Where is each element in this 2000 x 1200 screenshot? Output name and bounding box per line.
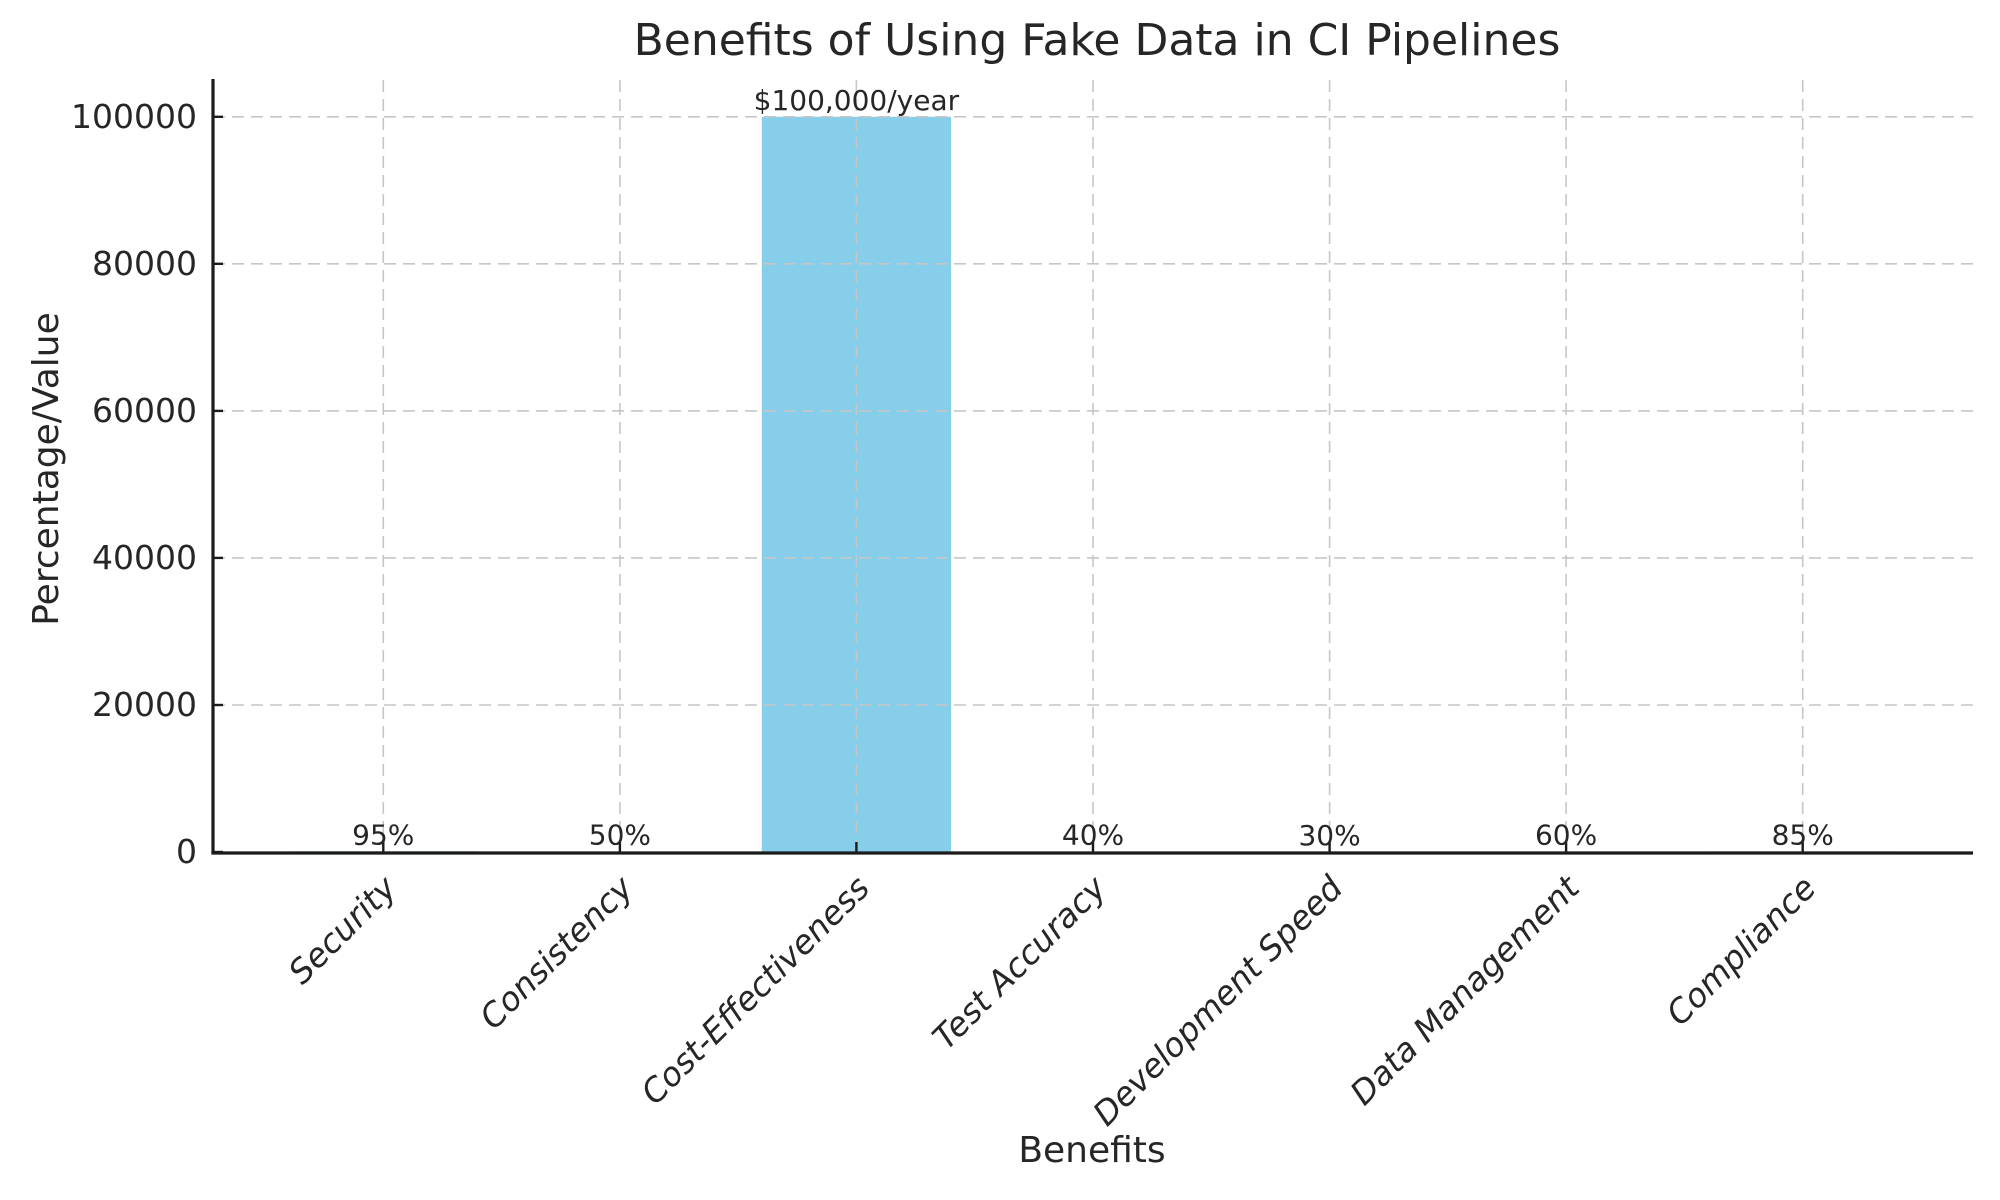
- x-tick-label-test-accuracy: Test Accuracy: [925, 868, 1114, 1057]
- x-tick-label-cost-effectiveness: Cost-Effectiveness: [633, 868, 877, 1112]
- x-tick-label-security: Security: [281, 868, 405, 992]
- y-tick-label-80000: 80000: [92, 244, 197, 283]
- y-axis-label: Percentage/Value: [26, 312, 67, 626]
- bar-value-label-cost-effectiveness: $100,000/year: [754, 84, 960, 117]
- bar-value-label-compliance: 85%: [1772, 818, 1834, 851]
- y-tick-label-0: 0: [176, 832, 197, 871]
- y-tick-label-100000: 100000: [71, 97, 197, 136]
- axes-layer: [211, 79, 1973, 855]
- x-tick-label-data-management: Data Management: [1342, 867, 1587, 1112]
- bar-value-label-test-accuracy: 40%: [1062, 819, 1124, 852]
- x-tick-label-development-speed: Development Speed: [1085, 867, 1351, 1133]
- x-tick-label-consistency: Consistency: [472, 868, 641, 1037]
- y-tick-label-20000: 20000: [92, 685, 197, 724]
- bar-value-label-development-speed: 30%: [1298, 819, 1360, 852]
- bar-value-label-consistency: 50%: [589, 819, 651, 852]
- y-tick-label-60000: 60000: [92, 391, 197, 430]
- bar-value-label-data-management: 60%: [1535, 819, 1597, 852]
- gridlines-layer: [213, 80, 1973, 852]
- x-axis-label: Benefits: [1018, 1130, 1165, 1171]
- labels-layer: 0 20000 40000 60000 80000 100000 Security Consi…: [71, 84, 1834, 1134]
- bar-value-label-security: 95%: [352, 818, 414, 851]
- x-tick-label-compliance: Compliance: [1658, 868, 1823, 1033]
- chart-title: Benefits of Using Fake Data in CI Pipeli…: [634, 15, 1561, 66]
- y-tick-label-40000: 40000: [92, 538, 197, 577]
